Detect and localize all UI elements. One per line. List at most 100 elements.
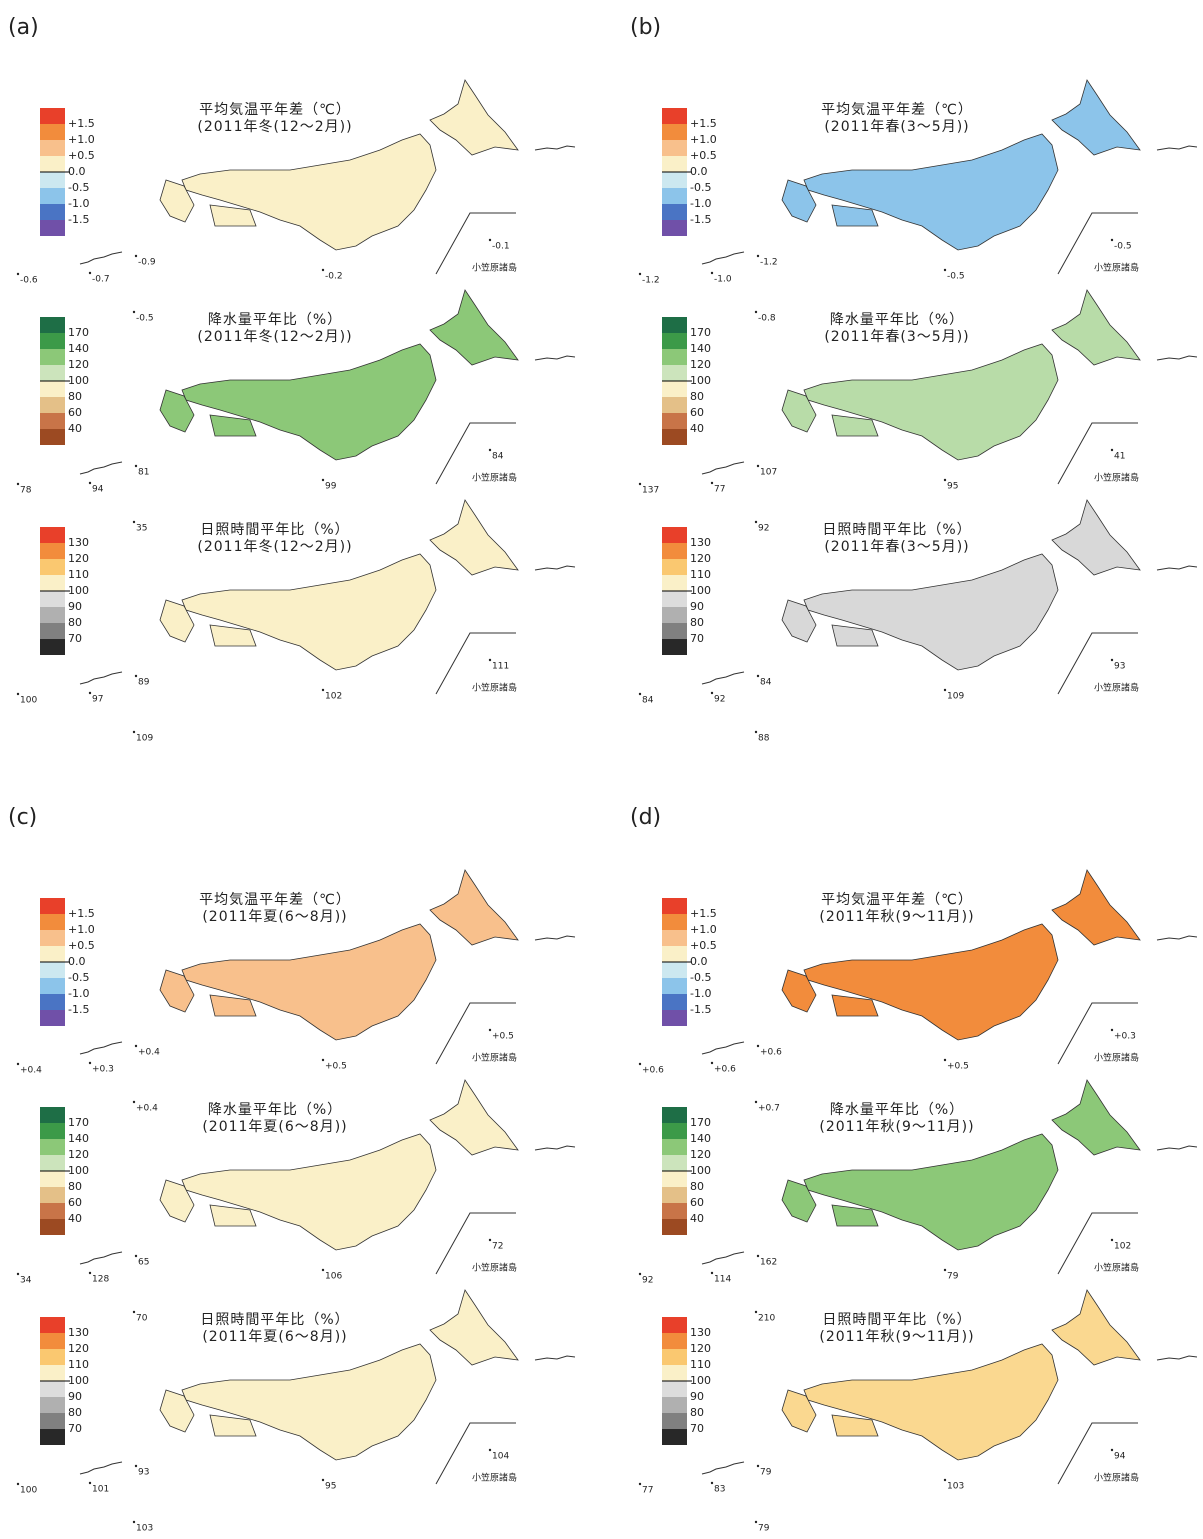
- station-value: 102: [1114, 1242, 1131, 1252]
- legend-swatch: [40, 1317, 65, 1333]
- kuril-islands: [1157, 1356, 1197, 1360]
- legend-swatch: [40, 1139, 65, 1155]
- legend-label: 130: [690, 1326, 711, 1339]
- panel: (c)+1.5+1.0+0.50.0-0.5-1.0-1.5平均気温平年差（℃）…: [8, 805, 575, 1534]
- station-dot: [639, 483, 641, 485]
- legend-swatch: [662, 204, 687, 220]
- station-dot: [755, 1521, 757, 1523]
- station-dot: [489, 239, 491, 241]
- station-dot: [135, 465, 137, 467]
- legend-swatch: [40, 1203, 65, 1219]
- map: 170140120100806040降水量平年比（%）(2011年春(3～5月)…: [639, 290, 1197, 534]
- station-value: 34: [20, 1276, 32, 1286]
- legend-label: +0.5: [690, 149, 717, 162]
- legend-swatch: [40, 559, 65, 575]
- station-value: 100: [20, 1486, 37, 1496]
- legend-swatch: [662, 1397, 687, 1413]
- station-value: 114: [714, 1275, 731, 1285]
- station-dot: [711, 272, 713, 274]
- legend-label: +1.5: [68, 117, 95, 130]
- station-dot: [639, 693, 641, 695]
- legend-label: 40: [68, 1212, 82, 1225]
- kuril-islands: [1157, 566, 1197, 570]
- legend-swatch: [40, 527, 65, 543]
- legend-label: 80: [690, 1180, 704, 1193]
- legend-label: 130: [68, 536, 89, 549]
- legend-swatch: [40, 156, 65, 172]
- legend-label: 100: [690, 584, 711, 597]
- station-value: 81: [138, 468, 149, 478]
- land: [430, 870, 518, 945]
- legend-label: 100: [68, 584, 89, 597]
- legend-swatch: [662, 1010, 687, 1026]
- panel: (d)+1.5+1.0+0.50.0-0.5-1.0-1.5平均気温平年差（℃）…: [630, 805, 1197, 1534]
- legend-swatch: [662, 429, 687, 445]
- kuril-islands: [535, 356, 575, 360]
- station-dot: [17, 1273, 19, 1275]
- map-subtitle: (2011年春(3～5月)): [824, 119, 969, 135]
- legend-swatch: [662, 1429, 687, 1445]
- legend-swatch: [662, 397, 687, 413]
- kuril-islands: [535, 146, 575, 150]
- legend-swatch: [40, 978, 65, 994]
- station-dot: [944, 1269, 946, 1271]
- map-title: 平均気温平年差（℃）: [821, 102, 973, 118]
- legend-swatch: [40, 365, 65, 381]
- ryukyu-islands: [702, 462, 744, 474]
- station-dot: [133, 731, 135, 733]
- legend-label: -0.5: [690, 971, 711, 984]
- legend-label: +1.0: [690, 923, 717, 936]
- station-dot: [133, 1521, 135, 1523]
- legend-swatch: [662, 108, 687, 124]
- station-dot: [489, 449, 491, 451]
- ryukyu-islands: [80, 1042, 122, 1054]
- legend-swatch: [40, 623, 65, 639]
- legend-label: 120: [68, 552, 89, 565]
- legend-label: 140: [690, 1132, 711, 1145]
- map-subtitle: (2011年冬(12～2月)): [197, 329, 352, 345]
- legend-label: 90: [690, 600, 704, 613]
- legend-swatch: [40, 188, 65, 204]
- legend-swatch: [40, 1397, 65, 1413]
- station-value: 95: [325, 1482, 336, 1492]
- figure: (a)+1.5+1.0+0.50.0-0.5-1.0-1.5平均気温平年差（℃）…: [0, 0, 1203, 1535]
- legend-swatch: [40, 204, 65, 220]
- station-dot: [757, 1465, 759, 1467]
- station-dot: [944, 269, 946, 271]
- ogasawara-label: 小笠原諸島: [472, 472, 517, 484]
- panel: (a)+1.5+1.0+0.50.0-0.5-1.0-1.5平均気温平年差（℃）…: [8, 15, 575, 744]
- legend-label: 110: [68, 568, 89, 581]
- ogasawara-label: 小笠原諸島: [1094, 1052, 1139, 1064]
- ryukyu-islands: [80, 1462, 122, 1474]
- station-dot: [755, 311, 757, 313]
- land: [430, 80, 518, 155]
- map: 130120110100908070日照時間平年比（%）(2011年春(3～5月…: [639, 500, 1197, 744]
- station-dot: [711, 482, 713, 484]
- station-value: +0.5: [492, 1032, 514, 1042]
- station-value: -0.9: [138, 258, 156, 268]
- legend-label: 40: [68, 422, 82, 435]
- legend-swatch: [662, 1219, 687, 1235]
- legend-swatch: [662, 381, 687, 397]
- station-value: 35: [136, 524, 147, 534]
- map-title: 日照時間平年比（%）: [822, 1312, 971, 1328]
- map-subtitle: (2011年秋(9～11月)): [819, 1329, 974, 1345]
- legend-label: 0.0: [690, 955, 708, 968]
- legend-swatch: [40, 1155, 65, 1171]
- station-dot: [89, 272, 91, 274]
- station-dot: [755, 1311, 757, 1313]
- legend-label: 0.0: [68, 165, 86, 178]
- ryukyu-islands: [80, 252, 122, 264]
- station-dot: [944, 1059, 946, 1061]
- legend-swatch: [40, 1219, 65, 1235]
- station-value: -0.5: [1114, 242, 1132, 252]
- legend-swatch: [40, 1429, 65, 1445]
- station-dot: [1111, 1029, 1113, 1031]
- legend-label: 80: [690, 616, 704, 629]
- legend-label: 130: [68, 1326, 89, 1339]
- legend-swatch: [40, 1349, 65, 1365]
- ryukyu-islands: [80, 462, 122, 474]
- station-dot: [711, 1482, 713, 1484]
- station-dot: [322, 1059, 324, 1061]
- legend-swatch: [662, 962, 687, 978]
